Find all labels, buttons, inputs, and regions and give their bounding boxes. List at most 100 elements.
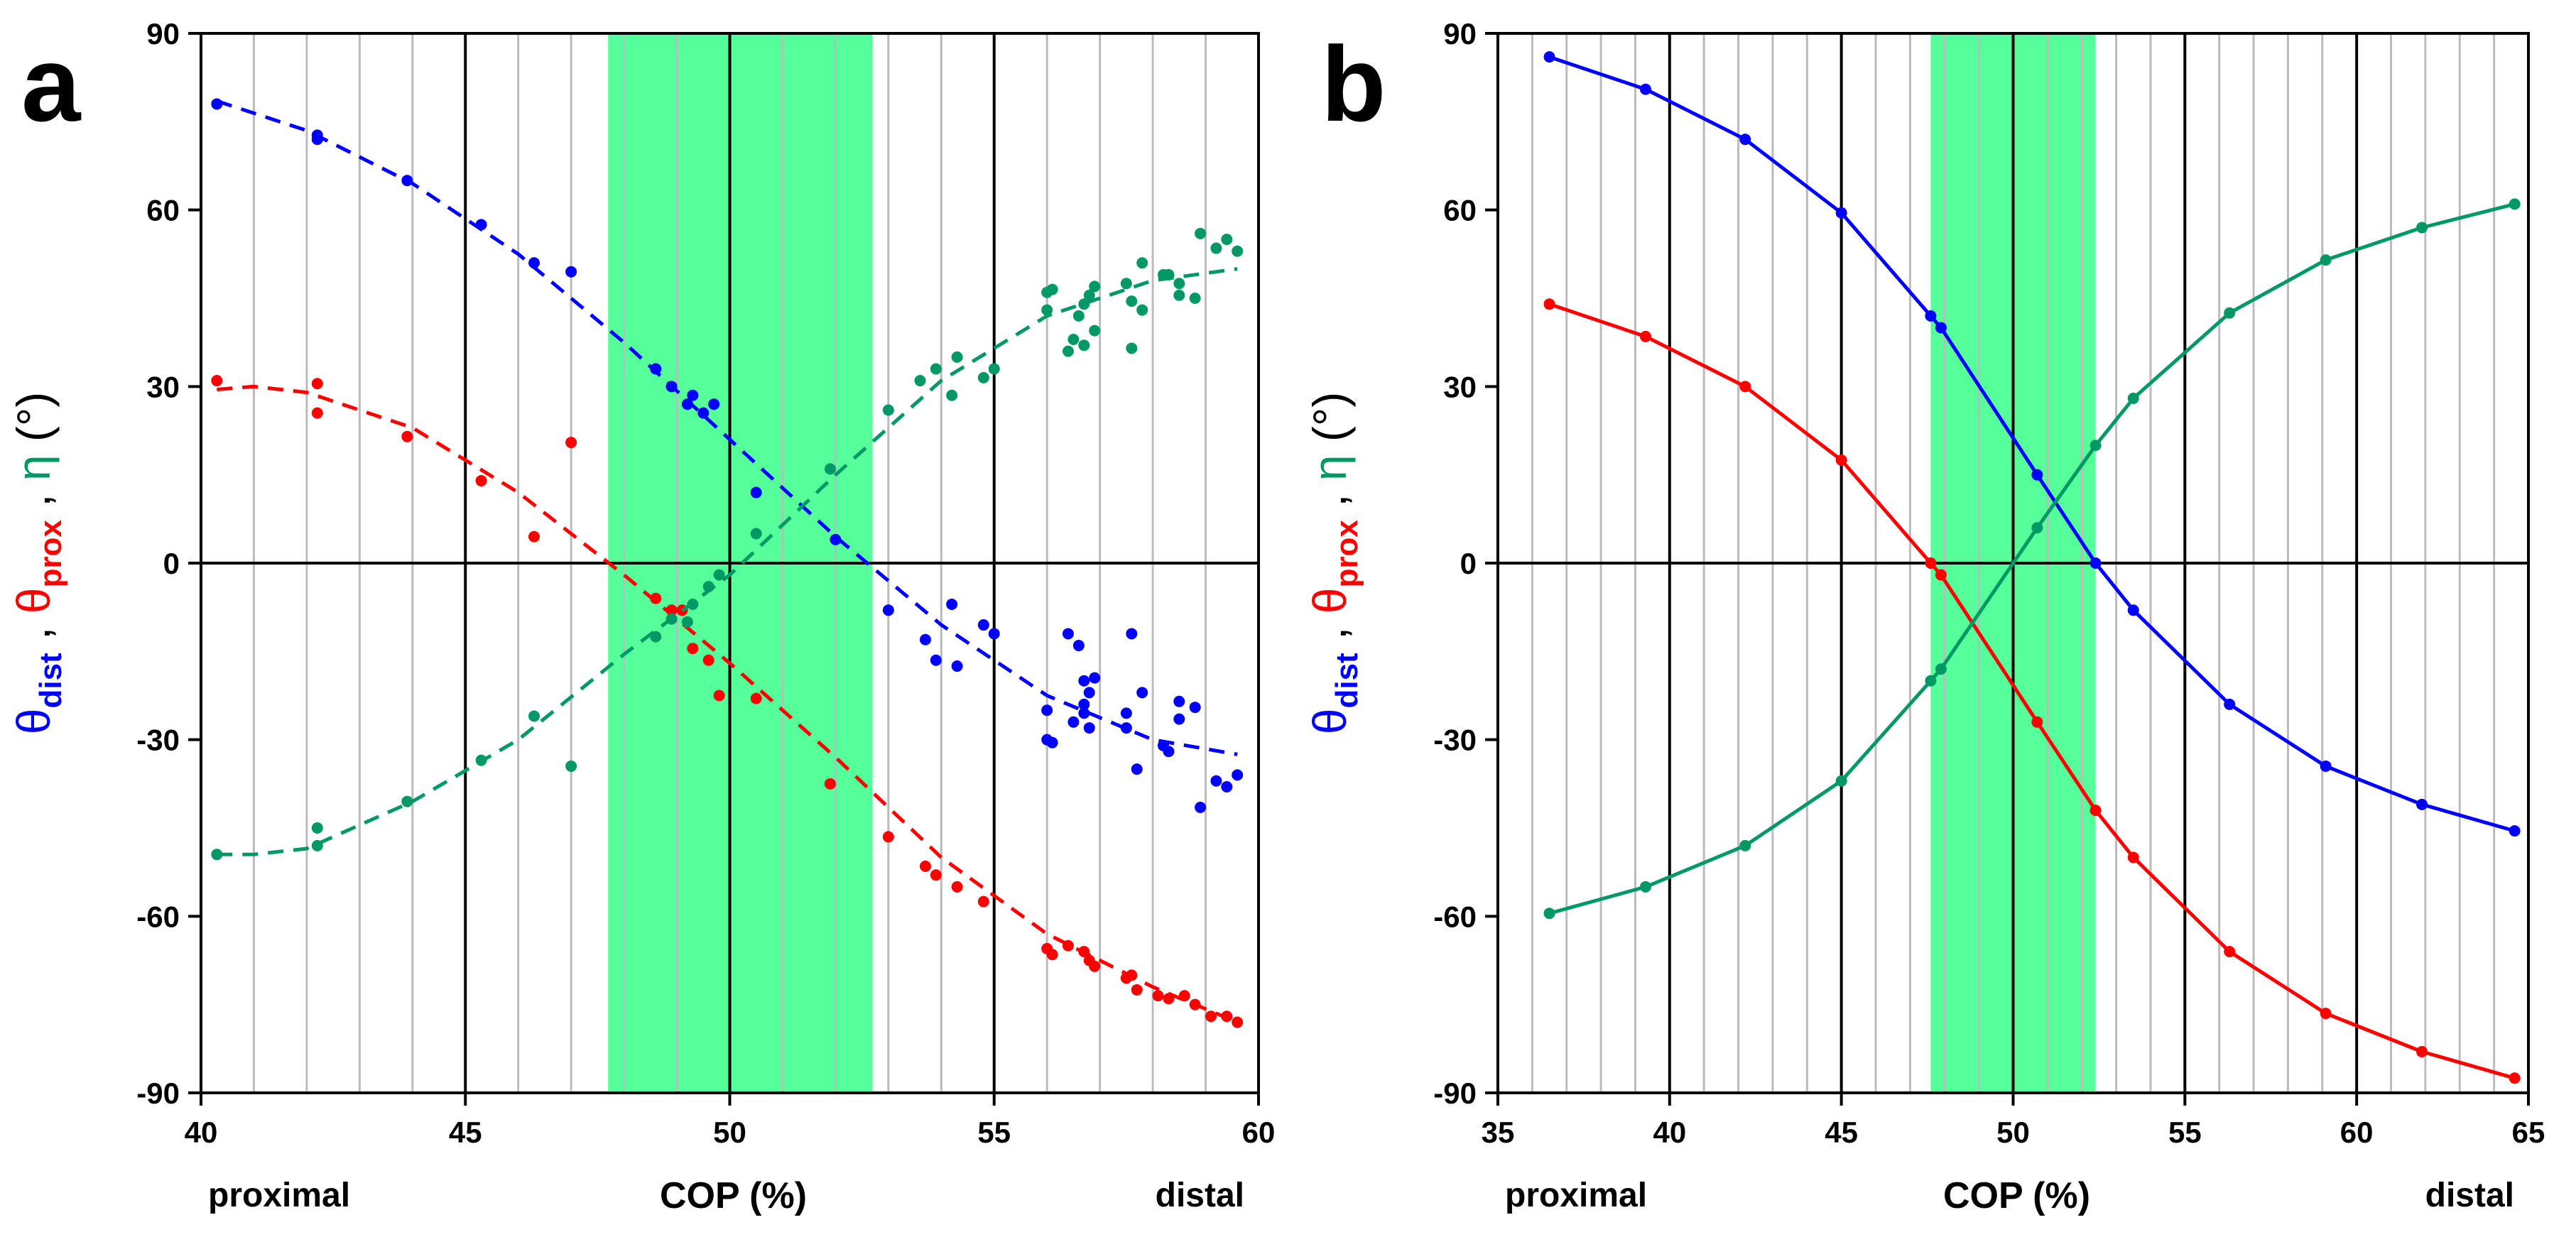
data-point-eta (1067, 334, 1080, 346)
y-tick-label: 90 (1443, 17, 1477, 50)
data-point-theta-dist (1089, 672, 1101, 684)
data-point-theta-dist (1189, 702, 1201, 714)
data-point-eta (211, 849, 223, 861)
y-axis-label-symbol: θ (1303, 588, 1356, 614)
x-axis-right-label: distal (2425, 1177, 2514, 1214)
data-point-theta-dist (2416, 798, 2428, 810)
data-point-theta-prox (211, 375, 223, 387)
data-point-eta (475, 754, 487, 766)
data-point-theta-prox (1163, 993, 1175, 1005)
data-point-theta-prox (650, 592, 662, 604)
data-point-theta-prox (1126, 969, 1138, 981)
data-point-eta (1046, 283, 1058, 295)
data-point-theta-dist (2320, 760, 2332, 772)
data-point-theta-dist (1221, 780, 1233, 792)
data-point-eta (2416, 222, 2428, 234)
data-point-eta (1639, 881, 1651, 893)
data-point-theta-prox (1232, 1016, 1244, 1028)
data-point-theta-dist (1935, 322, 1947, 334)
y-tick-label: -30 (1433, 724, 1477, 757)
data-point-eta (1739, 839, 1751, 851)
data-point-theta-dist (946, 599, 958, 611)
data-point-eta (2509, 198, 2521, 210)
data-point-eta (1041, 304, 1053, 316)
data-point-theta-dist (1195, 801, 1207, 813)
data-point-eta (1210, 242, 1222, 254)
y-axis-label-subscript: prox (33, 520, 68, 588)
data-point-theta-prox (2031, 716, 2043, 728)
y-axis-label-unit: (°) (1303, 392, 1356, 442)
x-tick-label: 60 (1242, 1116, 1276, 1149)
fit-line-theta-dist (216, 99, 1238, 756)
data-point-theta-dist (1639, 83, 1651, 95)
x-tick-label: 40 (1653, 1116, 1686, 1149)
data-point-theta-dist (1173, 713, 1185, 725)
data-point-theta-dist (1078, 675, 1090, 687)
data-point-theta-dist (1543, 51, 1555, 63)
data-point-theta-dist (1072, 640, 1085, 652)
data-point-eta (1126, 342, 1138, 354)
data-point-eta (687, 599, 699, 611)
data-point-theta-dist (665, 381, 678, 393)
y-axis-label-subscript: prox (1330, 520, 1364, 588)
data-point-theta-prox (2509, 1072, 2521, 1084)
data-point-theta-prox (528, 530, 540, 543)
data-point-eta (1925, 675, 1937, 687)
data-point-eta (713, 569, 725, 581)
data-point-theta-prox (951, 881, 963, 893)
y-tick-label: 0 (163, 547, 180, 580)
data-point-theta-dist (565, 266, 577, 278)
y-tick-label: 30 (1443, 370, 1477, 403)
x-axis-label: COP (%) (660, 1175, 807, 1216)
data-point-eta (1089, 325, 1101, 337)
data-point-eta (528, 710, 540, 722)
y-tick-label: 60 (146, 194, 180, 227)
y-axis-label-spacer (1303, 442, 1356, 454)
data-point-eta (1173, 289, 1185, 301)
data-point-theta-dist (1210, 775, 1222, 787)
panel-letter: a (21, 24, 82, 143)
x-axis-left-label: proximal (208, 1177, 350, 1214)
data-point-theta-prox (311, 378, 323, 390)
data-point-theta-dist (2031, 469, 2043, 481)
y-axis-label-symbol: θ (1303, 709, 1356, 735)
data-point-eta (2089, 440, 2102, 452)
data-point-theta-prox (930, 869, 942, 881)
data-point-theta-dist (1120, 707, 1132, 719)
data-point-theta-dist (681, 398, 693, 410)
x-axis-left-label: proximal (1505, 1177, 1647, 1214)
panel-letter: b (1321, 24, 1386, 143)
data-point-theta-prox (475, 474, 487, 486)
data-point-theta-prox (2224, 946, 2236, 958)
data-point-theta-prox (702, 654, 714, 666)
data-point-theta-dist (687, 389, 699, 401)
data-point-theta-prox (1639, 330, 1651, 342)
data-point-eta (1163, 268, 1175, 280)
y-axis-label-subscript: dist (1330, 653, 1364, 709)
data-point-theta-dist (1083, 722, 1095, 734)
data-point-theta-dist (882, 604, 894, 616)
x-tick-label: 50 (713, 1116, 746, 1149)
data-point-theta-prox (687, 643, 699, 655)
data-point-theta-dist (1136, 687, 1148, 699)
data-point-eta (2320, 254, 2332, 266)
data-point-theta-dist (475, 219, 487, 231)
data-point-eta (311, 822, 323, 834)
y-tick-label: -90 (136, 1077, 180, 1110)
x-tick-label: 35 (1482, 1116, 1515, 1149)
data-point-eta (665, 613, 678, 625)
y-axis-label-separator: , (1303, 614, 1356, 640)
data-point-eta (946, 389, 958, 401)
data-point-theta-prox (1205, 1010, 1217, 1023)
x-tick-label: 40 (185, 1116, 218, 1149)
y-axis-label-symbol: θ (7, 709, 60, 735)
data-point-theta-dist (2509, 825, 2521, 837)
data-point-theta-dist (528, 257, 540, 269)
data-point-theta-dist (1173, 695, 1185, 707)
data-point-theta-dist (1163, 746, 1175, 758)
data-point-theta-prox (665, 604, 678, 616)
y-axis-label-spacer (1303, 640, 1356, 653)
x-axis-right-label: distal (1156, 1177, 1244, 1214)
data-point-theta-dist (1925, 310, 1937, 322)
